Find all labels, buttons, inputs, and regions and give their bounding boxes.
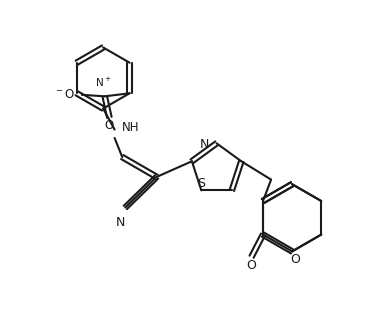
- Text: N$^+$: N$^+$: [95, 76, 112, 90]
- Text: O: O: [105, 119, 114, 132]
- Text: N: N: [116, 216, 125, 229]
- Text: NH: NH: [121, 121, 139, 134]
- Text: N: N: [199, 138, 209, 151]
- Text: $^-$O: $^-$O: [54, 88, 75, 101]
- Text: O: O: [246, 259, 256, 272]
- Text: O: O: [290, 253, 300, 266]
- Text: S: S: [197, 177, 205, 190]
